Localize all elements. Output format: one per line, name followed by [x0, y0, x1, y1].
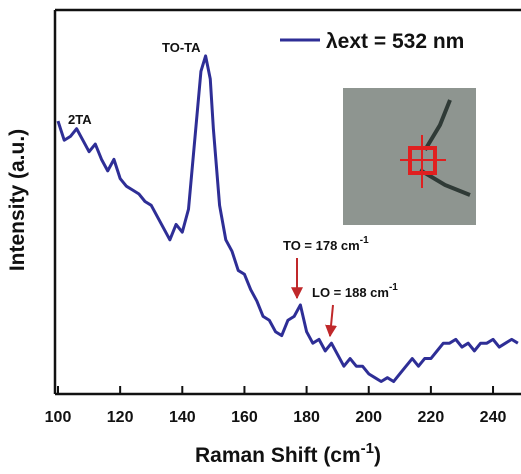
arrow — [325, 304, 338, 338]
x-tick-label: 100 — [45, 409, 72, 426]
x-tick-label: 140 — [169, 409, 196, 426]
x-axis-label-text: Raman Shift (cm — [195, 444, 361, 467]
annotation-text: 2TA — [68, 112, 92, 127]
data-line — [56, 54, 519, 384]
annotation: TO = 178 cm-1 — [283, 235, 369, 253]
annotation-text: TO-TA — [162, 40, 201, 55]
y-axis-label: Intensity (a.u.) — [6, 129, 29, 271]
annotation-text: LO = 188 cm — [312, 285, 389, 300]
x-axis-label-end: ) — [374, 444, 381, 467]
x-axis-label-sup: -1 — [361, 440, 374, 457]
inset-image — [343, 88, 476, 225]
x-tick-label: 240 — [480, 409, 507, 426]
annotation-text: TO = 178 cm — [283, 238, 360, 253]
annotation: 2TA — [68, 112, 92, 127]
annotation: TO-TA — [162, 40, 201, 55]
x-axis-label: Raman Shift (cm-1) — [195, 440, 381, 467]
x-tick-label: 160 — [231, 409, 258, 426]
x-tick-label: 220 — [418, 409, 445, 426]
plot-frame — [53, 8, 521, 396]
x-tick-label: 200 — [355, 409, 382, 426]
annotation: LO = 188 cm-1 — [312, 282, 398, 300]
x-tick-label: 120 — [107, 409, 134, 426]
annotation-sup: -1 — [360, 235, 369, 246]
annotation-sup: -1 — [389, 282, 398, 293]
x-tick-label: 180 — [293, 409, 320, 426]
legend-label: λext = 532 nm — [326, 30, 464, 53]
